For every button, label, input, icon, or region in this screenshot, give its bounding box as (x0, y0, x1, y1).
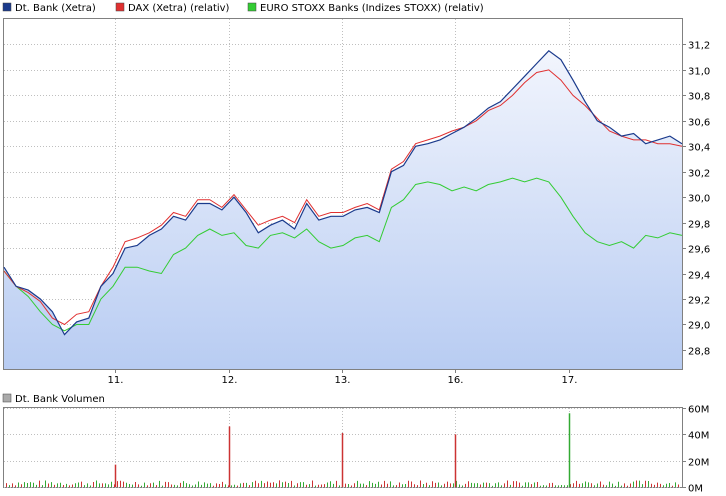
price-y-tick-label: 30,2 (688, 169, 710, 180)
price-x-tick-label: 11. (108, 375, 124, 386)
price-y-tick-label: 31,2 (688, 41, 710, 52)
volume-legend: Dt. Bank Volumen (2, 393, 105, 405)
legend-swatch-dt-bank (2, 2, 12, 12)
euro-stoxx-line (3, 177, 683, 332)
price-legend: Dt. Bank (Xetra) DAX (Xetra) (relativ) E… (2, 2, 484, 14)
volume-y-tick-label: 40M (688, 431, 709, 442)
volume-y-tick-label: 20M (688, 458, 709, 469)
legend-label-dt-bank: Dt. Bank (Xetra) (15, 3, 96, 14)
price-y-tick-label: 30,6 (688, 118, 710, 129)
price-x-tick-label: 17. (562, 375, 578, 386)
legend-swatch-dax (115, 2, 125, 12)
price-y-tick-label: 30,0 (688, 194, 710, 205)
price-x-tick-label: 16. (448, 375, 464, 386)
price-y-tick-label: 29,8 (688, 220, 710, 231)
price-x-tick-label: 13. (335, 375, 351, 386)
price-y-tick-label: 30,4 (688, 143, 710, 154)
dt-bank-area-fill (4, 50, 682, 370)
price-y-tick-label: 28,8 (688, 347, 710, 358)
price-y-tick-label: 29,0 (688, 321, 710, 332)
price-y-tick-label: 31,0 (688, 67, 710, 78)
volume-panel: 0M 20M 40M 60M (3, 405, 709, 495)
legend-label-volume: Dt. Bank Volumen (15, 394, 105, 405)
volume-y-tick-label: 60M (688, 405, 709, 416)
legend-swatch-euro-stoxx (247, 2, 257, 12)
legend-swatch-volume (2, 393, 12, 403)
price-y-tick-label: 29,6 (688, 245, 710, 256)
legend-label-dax: DAX (Xetra) (relativ) (128, 3, 230, 14)
volume-y-tick-label: 0M (688, 484, 703, 495)
price-x-tick-label: 12. (222, 375, 238, 386)
volume-y-axis: 0M 20M 40M 60M (682, 405, 709, 495)
price-y-tick-label: 30,8 (688, 92, 710, 103)
price-y-axis: 28,8 29,0 29,2 29,4 29,6 29,8 30,0 30,2 30,4 30,6… (682, 41, 710, 358)
volume-bars (6, 413, 679, 487)
price-y-tick-label: 29,2 (688, 296, 710, 307)
price-panel: 28,8 29,0 29,2 29,4 29,6 29,8 30,0 30,2 30,4 30,6… (3, 18, 710, 386)
price-y-tick-label: 29,4 (688, 271, 710, 282)
dt-bank-line (3, 50, 683, 336)
legend-label-euro-stoxx: EURO STOXX Banks (Indizes STOXX) (relati… (260, 3, 484, 14)
price-x-axis: 11. 12. 13. 16. 17. (108, 369, 578, 386)
dax-line (3, 69, 683, 326)
